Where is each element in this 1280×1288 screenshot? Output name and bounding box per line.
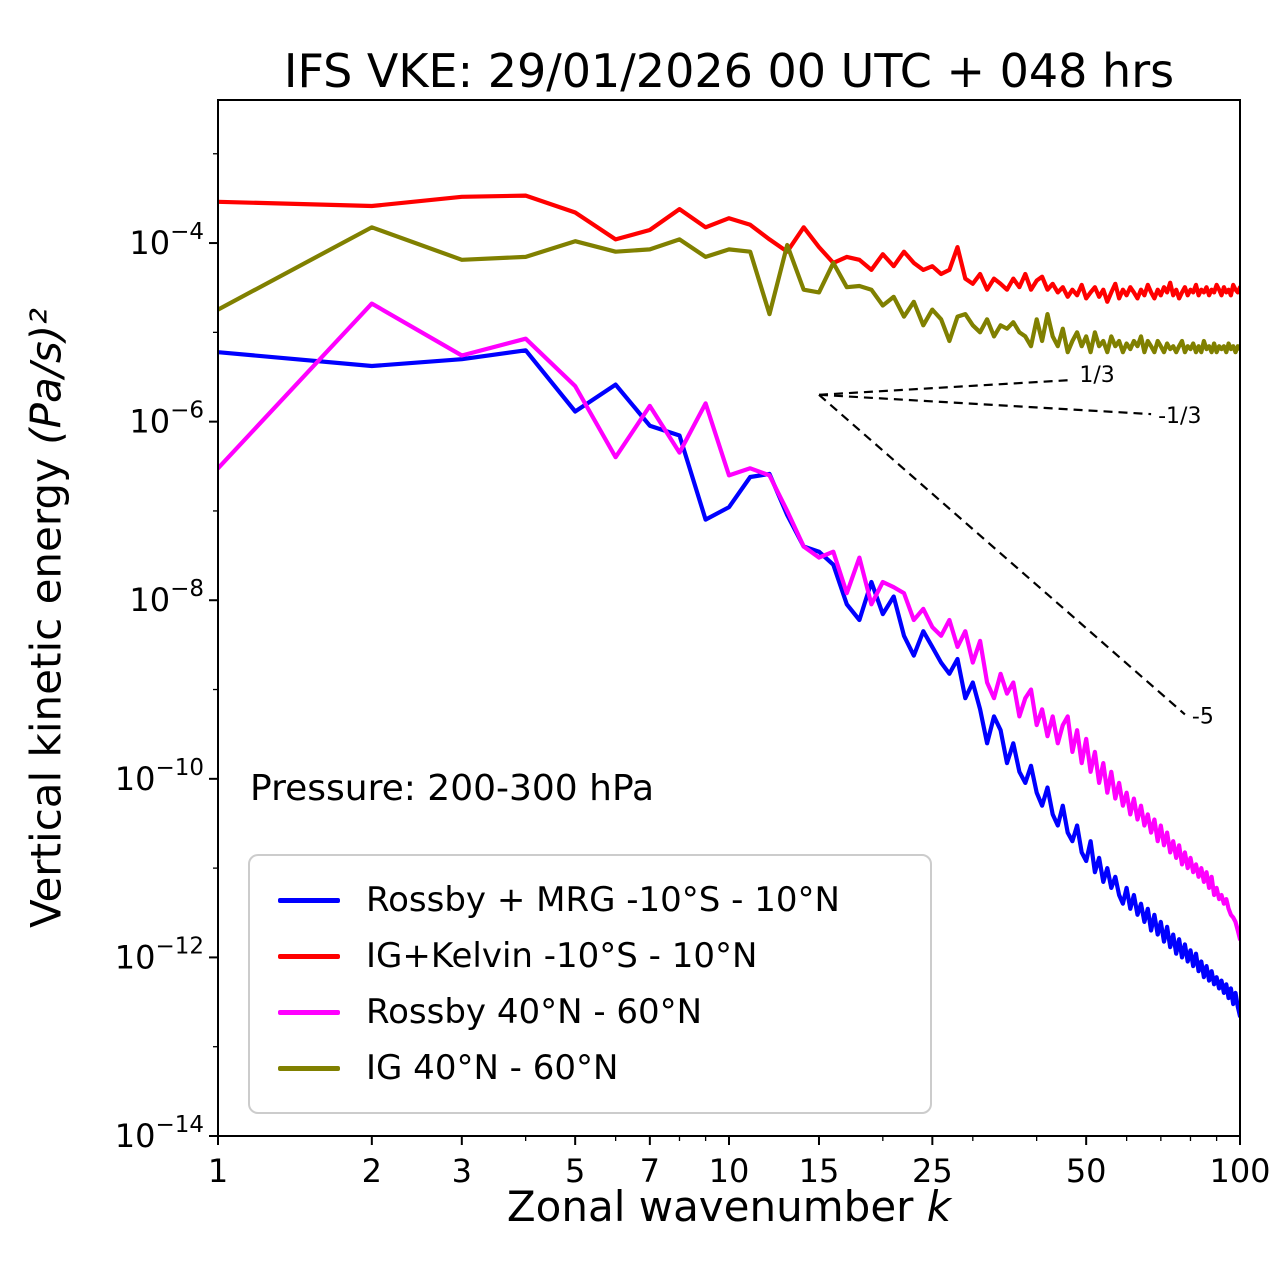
legend-swatch-ig-kelvin	[278, 953, 340, 959]
legend-label: IG 40°N - 60°N	[366, 1048, 619, 1088]
reference-slope-lines: 1/3 -1/3 -5	[818, 363, 1214, 729]
legend-label: Rossby 40°N - 60°N	[366, 992, 703, 1032]
x-tick-label: 3	[452, 1152, 472, 1190]
legend-item: IG+Kelvin -10°S - 10°N	[278, 928, 902, 984]
x-tick-label: 100	[1209, 1152, 1270, 1190]
x-tick-label: 7	[640, 1152, 660, 1190]
x-tick-label: 1	[208, 1152, 228, 1190]
series-line	[218, 348, 1240, 1019]
legend-swatch-ig-midlat	[278, 1065, 340, 1071]
y-tick-label: 10−6	[129, 398, 204, 441]
series-line	[218, 225, 1240, 355]
x-axis-label: Zonal wavenumber k	[218, 1182, 1240, 1231]
x-tick-label: 2	[362, 1152, 382, 1190]
slope-label: -1/3	[1158, 404, 1201, 429]
chart-title: IFS VKE: 29/01/2026 00 UTC + 048 hrs	[283, 44, 1175, 98]
x-tick-label: 5	[565, 1152, 585, 1190]
legend-swatch-rossby-mrg	[278, 897, 340, 903]
x-axis-label-text: Zonal wavenumber	[506, 1182, 927, 1231]
slope-label: -5	[1192, 704, 1214, 729]
plot-border	[217, 99, 1241, 1137]
legend-label: Rossby + MRG -10°S - 10°N	[366, 880, 840, 920]
y-tick-label: 10−4	[129, 219, 204, 262]
y-tick-label: 10−14	[115, 1112, 204, 1155]
y-tick-label: 10−10	[115, 755, 204, 798]
series-line	[218, 301, 1240, 942]
series-lines	[218, 193, 1240, 1019]
y-axis-label: Vertical kinetic energy (Pa/s)²	[22, 308, 71, 928]
y-tick-label: 10−8	[129, 576, 204, 619]
y-tick-label: 10−12	[115, 933, 204, 976]
y-axis-label-units: (Pa/s)²	[21, 307, 71, 445]
x-tick-label: 50	[1066, 1152, 1107, 1190]
legend-item: IG 40°N - 60°N	[278, 1040, 902, 1096]
y-axis-label-text: Vertical kinetic energy	[21, 444, 71, 929]
x-tick-label: 15	[799, 1152, 840, 1190]
slope-label: 1/3	[1079, 363, 1114, 388]
x-tick-label: 10	[709, 1152, 750, 1190]
legend-item: Rossby + MRG -10°S - 10°N	[278, 872, 902, 928]
series-line	[218, 193, 1240, 304]
pressure-annotation: Pressure: 200-300 hPa	[250, 768, 655, 809]
x-tick-label: 25	[912, 1152, 953, 1190]
x-axis-label-var: k	[926, 1182, 952, 1231]
legend-label: IG+Kelvin -10°S - 10°N	[366, 936, 758, 976]
legend-swatch-rossby-midlat	[278, 1009, 340, 1015]
legend: Rossby + MRG -10°S - 10°N IG+Kelvin -10°…	[248, 854, 932, 1114]
legend-item: Rossby 40°N - 60°N	[278, 984, 902, 1040]
